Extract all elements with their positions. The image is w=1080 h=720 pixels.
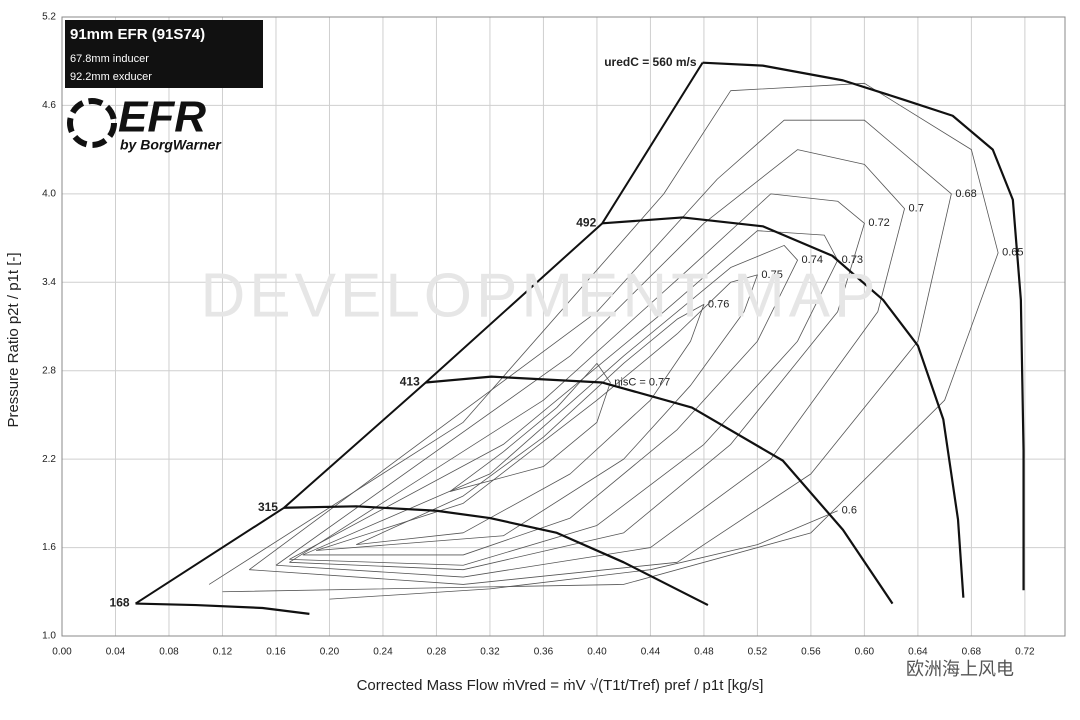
speed-label: 168 bbox=[110, 596, 130, 610]
contour-label: 0.74 bbox=[802, 254, 823, 266]
y-tick-label: 3.4 bbox=[42, 277, 56, 288]
contour-label: 0.68 bbox=[955, 188, 976, 200]
y-tick-label: 2.8 bbox=[42, 365, 56, 376]
x-tick-label: 0.16 bbox=[266, 647, 286, 658]
y-tick-label: 4.0 bbox=[42, 188, 56, 199]
logo-icon bbox=[67, 98, 117, 148]
speed-label: uredC = 560 m/s bbox=[604, 55, 697, 69]
contour-label: ηisC = 0.77 bbox=[614, 376, 670, 388]
header-inducer: 67.8mm inducer bbox=[70, 53, 149, 65]
x-tick-label: 0.68 bbox=[962, 647, 982, 658]
speed-line bbox=[425, 375, 894, 605]
watermark: DEVELOPMENT MAP bbox=[200, 261, 879, 330]
logo: EFR bbox=[118, 93, 206, 142]
y-tick-label: 1.6 bbox=[42, 542, 56, 553]
y-tick-label: 1.0 bbox=[42, 631, 56, 642]
efficiency-contour bbox=[329, 510, 838, 600]
x-tick-label: 0.44 bbox=[641, 647, 661, 658]
x-tick-label: 0.36 bbox=[534, 647, 554, 658]
speed-label: 492 bbox=[576, 216, 596, 230]
efficiency-contour bbox=[275, 149, 905, 578]
x-tick-label: 0.04 bbox=[106, 647, 126, 658]
plot-area: 0.00 0.04 0.08 0.12 0.16 0.20 0.24 0.28 0.32 0.36… bbox=[42, 12, 1066, 658]
plot-frame bbox=[61, 16, 1066, 637]
efficiency-contour bbox=[248, 119, 952, 585]
brand: by BorgWarner bbox=[120, 137, 222, 153]
speed-line bbox=[283, 505, 709, 607]
x-tick-label: 0.12 bbox=[213, 647, 233, 658]
header-exducer: 92.2mm exducer bbox=[70, 71, 152, 83]
contour-label: 0.7 bbox=[909, 203, 924, 215]
y-axis-title: Pressure Ratio p2t / p1t [-] bbox=[5, 252, 22, 427]
speed-label: 413 bbox=[400, 375, 420, 389]
contour-label: 0.76 bbox=[708, 298, 729, 310]
header-title: 91mm EFR (91S74) bbox=[70, 26, 205, 43]
efficiency-contour bbox=[315, 274, 758, 551]
contour-label: 0.72 bbox=[868, 217, 889, 229]
speed-label: 315 bbox=[258, 500, 278, 514]
x-tick-label: 0.24 bbox=[373, 647, 393, 658]
efficiency-contour bbox=[449, 362, 611, 492]
contour-label: 0.6 bbox=[842, 505, 857, 517]
contour-label: 0.75 bbox=[761, 269, 782, 281]
x-tick-label: 0.52 bbox=[748, 647, 768, 658]
x-axis-title: Corrected Mass Flow ṁVred = ṁV √(T1t/Tre… bbox=[357, 677, 764, 694]
efficiency-contour bbox=[289, 193, 865, 571]
x-tick-label: 0.60 bbox=[855, 647, 875, 658]
y-tick-label: 4.6 bbox=[42, 100, 56, 111]
efficiency-contour bbox=[208, 82, 999, 593]
efficiency-contour bbox=[356, 303, 705, 546]
y-tick-label: 5.2 bbox=[42, 12, 56, 23]
x-tick-label: 0.48 bbox=[694, 647, 714, 658]
speed-line bbox=[135, 602, 310, 615]
x-tick-label: 0.28 bbox=[427, 647, 447, 658]
y-tick-label: 2.2 bbox=[42, 454, 56, 465]
source-mark: 欧洲海上风电 bbox=[906, 659, 1014, 679]
header-box bbox=[65, 20, 263, 88]
x-tick-label: 0.40 bbox=[587, 647, 607, 658]
x-tick-label: 0.64 bbox=[908, 647, 928, 658]
speed-line bbox=[602, 216, 965, 598]
x-tick-label: 0.08 bbox=[159, 647, 179, 658]
contour-label: 0.65 bbox=[1002, 247, 1023, 259]
x-tick-label: 0.20 bbox=[320, 647, 340, 658]
x-tick-label: 0.00 bbox=[52, 647, 72, 658]
speed-line bbox=[702, 61, 1025, 591]
x-tick-label: 0.72 bbox=[1015, 647, 1035, 658]
x-tick-label: 0.32 bbox=[480, 647, 500, 658]
x-tick-label: 0.56 bbox=[801, 647, 821, 658]
efficiency-contour bbox=[302, 245, 798, 556]
contour-label: 0.73 bbox=[842, 254, 863, 266]
